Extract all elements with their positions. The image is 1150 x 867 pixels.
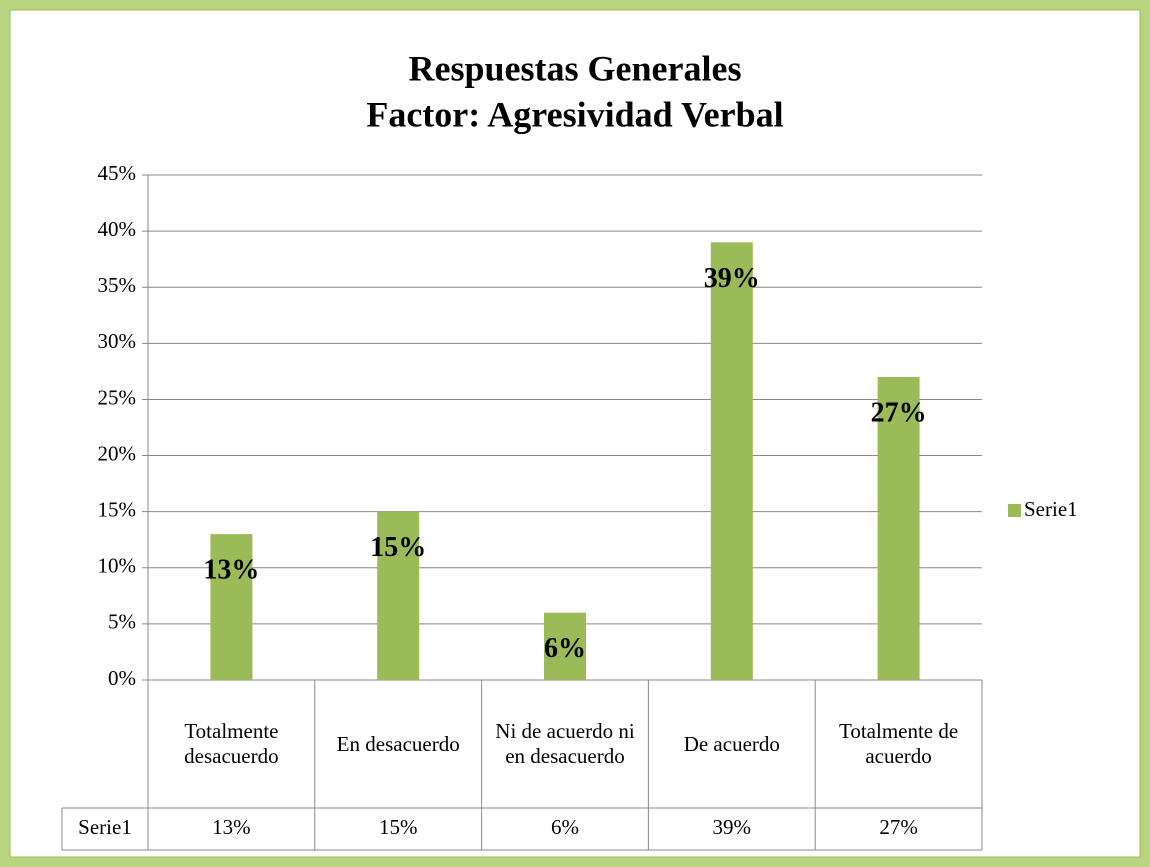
- bar: [710, 242, 753, 681]
- y-tick-label: 30%: [98, 329, 137, 353]
- y-tick-label: 40%: [98, 217, 137, 241]
- data-label: 13%: [203, 555, 259, 586]
- y-tick-label: 10%: [98, 554, 137, 578]
- y-tick-label: 45%: [98, 161, 137, 185]
- y-tick-label: 15%: [98, 497, 137, 521]
- frame-inner: [9, 9, 1141, 858]
- y-tick-label: 20%: [98, 441, 137, 465]
- table-value: 13%: [212, 815, 251, 839]
- data-label: 6%: [544, 633, 586, 664]
- table-value: 15%: [379, 815, 418, 839]
- y-tick-label: 25%: [98, 385, 137, 409]
- y-tick-label: 35%: [98, 273, 137, 297]
- legend-label: Serie1: [1024, 497, 1078, 521]
- bar: [544, 612, 586, 680]
- data-label: 27%: [871, 397, 927, 428]
- x-tick-label: En desacuerdo: [336, 731, 460, 756]
- table-series-name: Serie1: [78, 815, 132, 839]
- x-tick-label: Totalmente de acuerdo: [838, 719, 959, 768]
- table-value: 27%: [879, 815, 918, 839]
- bar: [877, 377, 920, 680]
- x-tick-label: De acuerdo: [683, 731, 780, 756]
- data-label: 15%: [370, 532, 426, 563]
- x-tick-label: Ni de acuerdo ni en desacuerdo: [495, 719, 635, 768]
- bar: [210, 534, 253, 680]
- legend-swatch: [1008, 504, 1021, 517]
- y-tick-label: 0%: [108, 666, 136, 690]
- y-tick-label: 5%: [108, 610, 136, 634]
- table-value: 6%: [551, 815, 579, 839]
- x-tick-label: Totalmente desacuerdo: [184, 719, 279, 768]
- data-label: 39%: [704, 263, 760, 294]
- table-value: 39%: [713, 815, 752, 839]
- chart-title: Factor: Agresividad Verbal: [366, 94, 783, 134]
- chart-title: Respuestas Generales: [409, 48, 742, 88]
- bar: [377, 511, 420, 680]
